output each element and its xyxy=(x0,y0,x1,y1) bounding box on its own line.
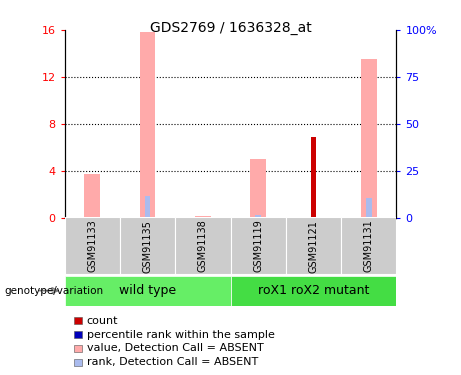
Text: wild type: wild type xyxy=(119,284,176,297)
Text: GSM91131: GSM91131 xyxy=(364,220,374,273)
Bar xyxy=(311,136,316,218)
Text: GSM91135: GSM91135 xyxy=(142,220,153,273)
Bar xyxy=(74,345,82,352)
Bar xyxy=(74,359,82,366)
Bar xyxy=(286,217,341,274)
Bar xyxy=(361,59,377,217)
Bar xyxy=(140,32,155,218)
Text: roX1 roX2 mutant: roX1 roX2 mutant xyxy=(258,284,369,297)
Bar xyxy=(65,217,120,274)
Text: rank, Detection Call = ABSENT: rank, Detection Call = ABSENT xyxy=(87,357,258,367)
Text: genotype/variation: genotype/variation xyxy=(5,286,104,296)
Bar xyxy=(120,217,175,274)
Bar xyxy=(74,331,82,338)
Bar xyxy=(250,159,266,218)
Bar xyxy=(175,217,230,274)
Bar xyxy=(145,196,150,217)
Text: GSM91121: GSM91121 xyxy=(308,220,319,273)
Text: percentile rank within the sample: percentile rank within the sample xyxy=(87,330,275,339)
Bar xyxy=(255,215,261,217)
Bar xyxy=(230,217,286,274)
Text: GSM91138: GSM91138 xyxy=(198,220,208,273)
Bar xyxy=(84,174,100,217)
Text: GSM91119: GSM91119 xyxy=(253,220,263,273)
Bar xyxy=(65,276,230,306)
Bar xyxy=(366,198,372,217)
Text: GSM91133: GSM91133 xyxy=(87,220,97,273)
Text: value, Detection Call = ABSENT: value, Detection Call = ABSENT xyxy=(87,344,263,353)
Bar xyxy=(74,317,82,324)
Bar xyxy=(230,276,396,306)
Bar xyxy=(195,216,211,217)
Bar xyxy=(341,217,396,274)
Text: GDS2769 / 1636328_at: GDS2769 / 1636328_at xyxy=(150,21,311,34)
Text: count: count xyxy=(87,316,118,326)
